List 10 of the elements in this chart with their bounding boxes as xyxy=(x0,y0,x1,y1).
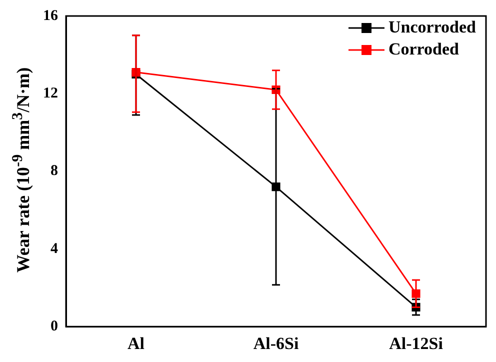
x-tick-label: Al-6Si xyxy=(253,334,299,354)
legend-label: Uncorroded xyxy=(388,17,477,36)
y-tick-label: 0 xyxy=(50,318,58,334)
y-tick-label: 8 xyxy=(50,163,58,180)
legend-label: Corroded xyxy=(388,39,460,58)
x-tick-label: Al xyxy=(128,334,145,354)
x-tick-label: Al-12Si xyxy=(389,334,444,354)
y-tick-label: 16 xyxy=(43,8,58,24)
y-tick-label: 4 xyxy=(50,240,58,257)
y-tick-label: 12 xyxy=(43,86,58,102)
